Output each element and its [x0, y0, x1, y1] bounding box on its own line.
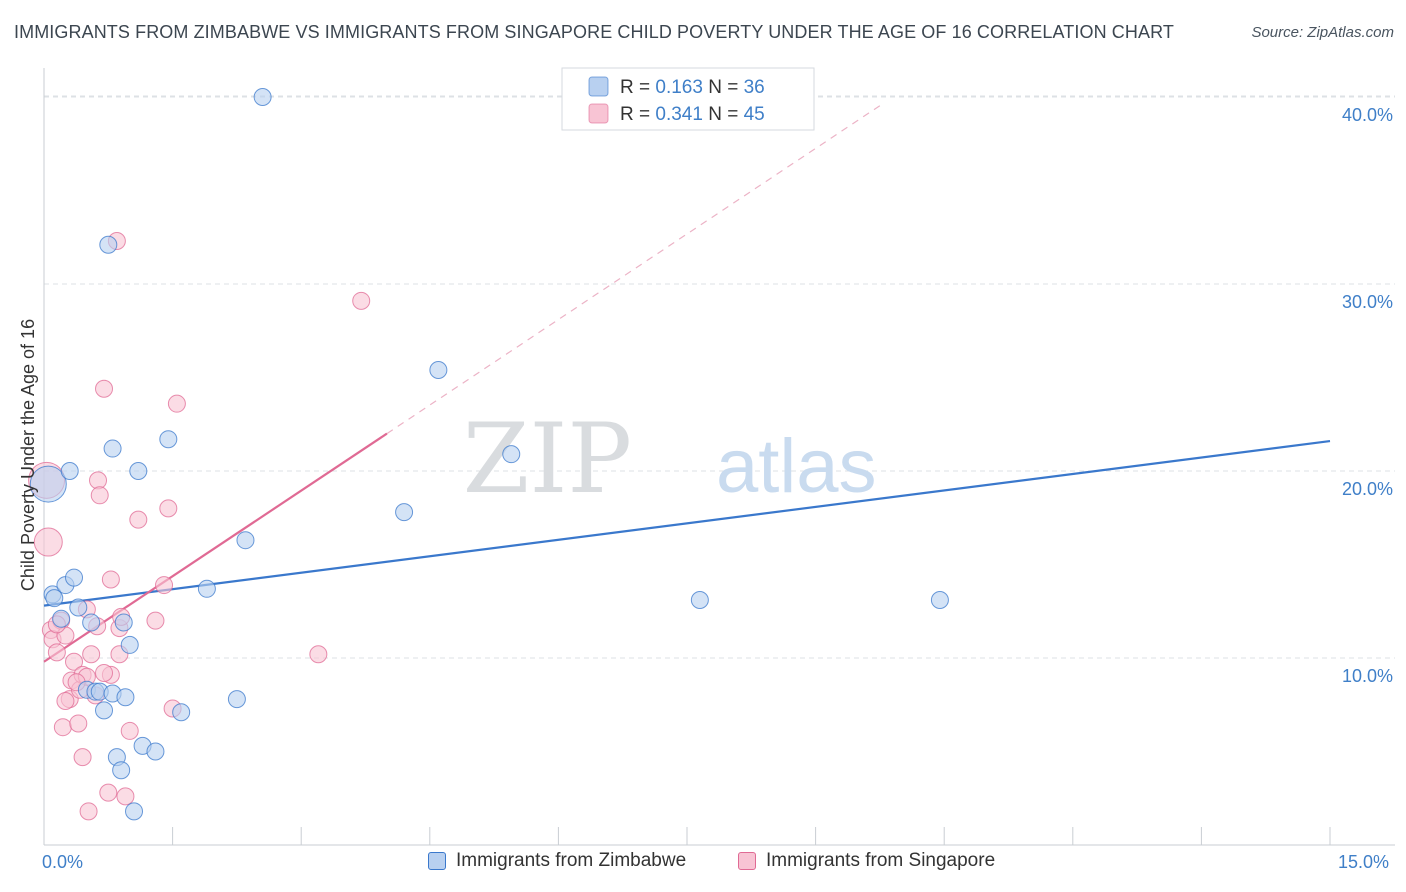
- point-zimbabwe: [146, 742, 165, 761]
- point-zimbabwe: [253, 88, 272, 106]
- y-tick-label: 40.0%: [1342, 105, 1393, 125]
- point-singapore: [159, 499, 178, 518]
- point-singapore: [69, 714, 88, 733]
- point-zimbabwe: [99, 235, 118, 254]
- point-singapore: [79, 802, 98, 821]
- point-singapore: [101, 570, 120, 589]
- legend-item-singapore: Immigrants from Singapore: [738, 850, 995, 872]
- point-singapore: [95, 379, 114, 398]
- legend-swatch-zimbabwe: [428, 852, 446, 870]
- y-tick-label: 30.0%: [1342, 292, 1393, 312]
- point-singapore: [167, 394, 186, 413]
- point-zimbabwe: [125, 802, 144, 821]
- point-singapore: [65, 652, 84, 671]
- x-tick-label-min: 0.0%: [42, 852, 84, 872]
- series-legend: Immigrants from Zimbabwe Immigrants from…: [0, 850, 1406, 880]
- point-zimbabwe: [112, 761, 131, 780]
- point-singapore: [56, 692, 75, 711]
- point-singapore: [53, 718, 72, 737]
- legend-swatch-singapore: [738, 852, 756, 870]
- legend-stat-text: R = 0.163 N = 36: [620, 77, 765, 98]
- source-credit: Source: ZipAtlas.com: [1251, 24, 1394, 41]
- grid-lines: [44, 95, 1395, 659]
- point-singapore: [116, 787, 135, 806]
- point-zimbabwe: [129, 462, 148, 480]
- point-singapore: [129, 510, 148, 529]
- y-tick-labels: 10.0% 20.0% 30.0% 40.0%: [1342, 105, 1393, 686]
- point-zimbabwe: [690, 591, 709, 610]
- legend-label-zimbabwe: Immigrants from Zimbabwe: [456, 850, 687, 871]
- point-zimbabwe: [45, 589, 64, 608]
- point-singapore: [352, 291, 371, 310]
- point-zimbabwe: [29, 465, 67, 503]
- point-zimbabwe: [227, 690, 246, 709]
- point-zimbabwe: [116, 688, 135, 707]
- point-singapore: [155, 576, 174, 595]
- point-zimbabwe: [930, 591, 949, 610]
- chart-title: IMMIGRANTS FROM ZIMBABWE VS IMMIGRANTS F…: [14, 22, 1174, 42]
- point-singapore: [73, 748, 92, 767]
- legend-swatch: [588, 76, 609, 97]
- point-singapore: [120, 721, 139, 740]
- point-singapore: [89, 471, 108, 490]
- point-singapore: [309, 645, 328, 664]
- point-zimbabwe: [60, 462, 79, 480]
- point-zimbabwe: [395, 503, 414, 522]
- watermark: ZIP atlas: [463, 403, 877, 515]
- point-zimbabwe: [172, 703, 191, 722]
- stats-legend: R = 0.163 N = 36 R = 0.341 N = 45: [561, 67, 815, 131]
- point-zimbabwe: [69, 598, 88, 617]
- point-zimbabwe: [236, 531, 255, 550]
- point-zimbabwe: [197, 579, 216, 598]
- data-points: [28, 88, 949, 821]
- point-singapore: [146, 611, 165, 630]
- point-zimbabwe: [52, 609, 71, 628]
- x-tick-label-max: 15.0%: [1338, 852, 1390, 872]
- point-singapore: [99, 783, 118, 802]
- point-zimbabwe: [82, 613, 101, 632]
- point-zimbabwe: [95, 701, 114, 720]
- trend-line-zimbabwe: [43, 439, 1331, 607]
- watermark-zip: ZIP: [463, 403, 632, 515]
- axes: [43, 68, 1395, 846]
- trend-line-singapore-extension: [386, 102, 885, 435]
- watermark-atlas: atlas: [716, 424, 877, 509]
- y-tick-label: 20.0%: [1342, 479, 1393, 499]
- legend-swatch: [588, 103, 609, 124]
- point-zimbabwe: [114, 613, 133, 632]
- point-singapore: [33, 527, 63, 557]
- legend-label-singapore: Immigrants from Singapore: [766, 850, 996, 871]
- legend-item-zimbabwe: Immigrants from Zimbabwe: [428, 850, 686, 872]
- point-singapore: [90, 486, 109, 505]
- legend-stat-text: R = 0.341 N = 45: [620, 104, 765, 125]
- point-zimbabwe: [103, 439, 122, 458]
- point-zimbabwe: [159, 430, 178, 449]
- y-axis-label: Child Poverty Under the Age of 16: [18, 319, 38, 591]
- trend-lines: [43, 102, 1331, 663]
- point-singapore: [95, 663, 114, 682]
- point-zimbabwe: [120, 635, 139, 654]
- point-zimbabwe: [502, 445, 521, 464]
- point-singapore: [82, 645, 101, 664]
- y-tick-label: 10.0%: [1342, 666, 1393, 686]
- point-zimbabwe: [65, 568, 84, 587]
- point-zimbabwe: [429, 361, 448, 380]
- point-singapore: [47, 643, 66, 662]
